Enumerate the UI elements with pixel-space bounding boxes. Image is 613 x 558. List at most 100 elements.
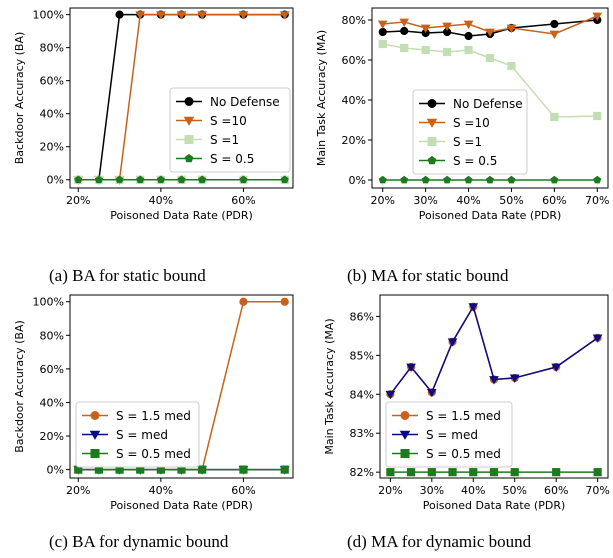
series-3	[378, 39, 602, 122]
data-point	[400, 175, 409, 184]
data-point	[550, 19, 559, 29]
y-axis-label: Backdoor Accuracy (BA)	[13, 32, 26, 165]
y-tick-label: 83%	[350, 427, 374, 440]
legend-label: S = 0.5	[453, 154, 497, 168]
y-tick-label: 20%	[40, 141, 64, 154]
y-tick-label: 100%	[33, 296, 64, 309]
data-point	[239, 175, 248, 184]
series-4	[74, 175, 289, 184]
data-point	[447, 338, 458, 347]
data-point	[156, 175, 165, 184]
x-tick-label: 30%	[413, 194, 437, 207]
legend-marker	[427, 137, 437, 146]
x-tick-label: 40%	[149, 194, 173, 207]
x-tick-label: 70%	[585, 194, 609, 207]
legend-label: S = 1.5 med	[426, 409, 501, 423]
legend-box	[169, 87, 291, 173]
x-tick-label: 30%	[420, 484, 444, 497]
data-point	[485, 28, 495, 37]
legend-box	[385, 401, 513, 468]
series-1	[378, 15, 602, 41]
series-2	[377, 12, 603, 39]
chart-a: 20% 40% 60%0%20%40%60%80%100%Poisoned Data…	[13, 7, 294, 222]
data-point	[400, 43, 409, 53]
data-point	[378, 175, 387, 184]
data-point	[239, 297, 248, 306]
y-tick-label: 80%	[40, 329, 64, 342]
legend-marker	[427, 99, 437, 108]
legend-marker	[184, 97, 194, 106]
data-point	[551, 363, 562, 372]
x-tick-label: 20%	[66, 194, 90, 207]
legend-label: S = med	[426, 428, 478, 442]
data-point	[507, 175, 516, 184]
y-axis-label: Backdoor Accuracy (BA)	[13, 320, 26, 453]
chart-d: 20% 30% 40% 50% 60% 70% 82% 83% 84% 85% 86% Poisone…	[323, 294, 610, 512]
y-tick-label: 40%	[40, 108, 64, 121]
legend-marker	[90, 449, 100, 458]
data-point	[156, 11, 166, 20]
data-point	[386, 468, 395, 477]
caption-a: (a) BA for static bound	[49, 266, 206, 285]
legend: No Defense S =10 S =1 S = 0.5	[412, 89, 528, 175]
x-tick-label: 20%	[66, 484, 90, 497]
data-point	[421, 45, 430, 55]
y-tick-label: 84%	[350, 388, 374, 401]
data-point	[489, 376, 499, 385]
data-point	[464, 175, 473, 184]
legend-box	[412, 89, 528, 175]
legend-label: S =10	[453, 116, 490, 130]
x-tick-label: 20%	[378, 484, 402, 497]
data-point	[442, 22, 452, 31]
data-point	[74, 175, 83, 184]
y-axis-label: Main Task Accuracy (MA)	[315, 30, 328, 166]
series-3	[386, 468, 602, 477]
y-tick-label: 86%	[350, 310, 374, 323]
x-tick-label: 50%	[503, 484, 527, 497]
legend-label: S =1	[210, 133, 239, 147]
y-tick-label: 85%	[350, 349, 374, 362]
legend-marker	[184, 135, 194, 144]
data-point	[136, 175, 145, 184]
y-tick-label: 60%	[40, 363, 64, 376]
data-point	[378, 27, 387, 37]
data-point	[593, 111, 602, 121]
data-point	[592, 12, 603, 21]
legend-label: S = 1.5 med	[116, 409, 191, 423]
chart-b: 20% 30% 40% 50% 60% 70% 0% 20% 40% 60% 80% Poisoned…	[315, 7, 609, 222]
legend-label: No Defense	[210, 95, 280, 109]
data-point	[549, 30, 560, 39]
data-point	[421, 175, 430, 184]
x-tick-label: 20%	[371, 194, 395, 207]
y-tick-label: 0%	[47, 464, 64, 477]
x-axis-label: Poisoned Data Rate (PDR)	[423, 499, 566, 512]
series-3	[74, 465, 289, 474]
data-point	[135, 11, 146, 20]
data-point	[280, 465, 289, 474]
legend-marker	[89, 430, 101, 440]
caption-d: (d) MA for dynamic bound	[347, 532, 532, 551]
y-tick-label: 0%	[349, 174, 366, 187]
legend-marker	[400, 449, 410, 458]
data-point	[378, 39, 387, 49]
data-point	[489, 468, 499, 477]
legend-label: No Defense	[453, 97, 523, 111]
data-point	[507, 61, 516, 71]
data-point	[448, 468, 457, 477]
data-point	[464, 45, 473, 55]
legend-label: S = 0.5	[210, 152, 254, 166]
data-point	[463, 20, 474, 29]
x-tick-label: 70%	[585, 484, 609, 497]
legend-label: S = 0.5 med	[426, 447, 501, 461]
legend-marker	[183, 116, 195, 126]
data-point	[239, 465, 248, 474]
y-tick-label: 40%	[342, 94, 366, 107]
data-point	[464, 31, 473, 41]
y-tick-label: 20%	[40, 430, 64, 443]
data-point	[427, 468, 436, 477]
data-point	[176, 11, 187, 20]
x-tick-label: 40%	[461, 484, 485, 497]
data-point	[177, 175, 186, 184]
legend-label: S =1	[453, 135, 482, 149]
chart-c: 20% 40% 60%0%20%40%60%80%100%Poisoned Data…	[13, 294, 294, 512]
